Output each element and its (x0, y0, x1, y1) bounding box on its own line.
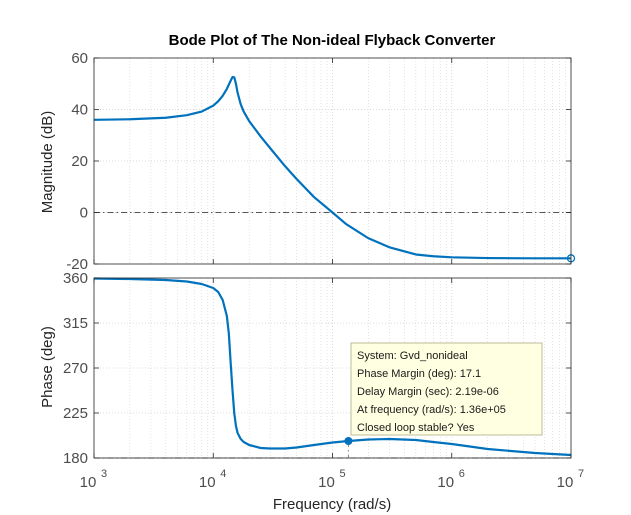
phase-ytick-label: 180 (63, 450, 88, 467)
phase-curve[interactable] (93, 277, 572, 457)
xtick-exponent: 4 (220, 468, 226, 480)
magnitude-yticks: 60 40 20 0 -20 (66, 50, 571, 273)
magnitude-ytick-label: 40 (71, 102, 88, 119)
magnitude-curve[interactable] (93, 75, 571, 260)
xtick-exponent: 6 (459, 468, 465, 480)
phase-ytick-label: 360 (63, 270, 88, 287)
datatip-line: Delay Margin (sec): 2.19e-06 (357, 386, 499, 398)
phase-ytick-label: 225 (63, 405, 88, 422)
phase-ytick-label: 315 (63, 315, 88, 332)
xtick-label: 10 (318, 474, 335, 491)
magnitude-grid (93, 57, 572, 265)
xtick-label: 10 (199, 474, 216, 491)
magnitude-ytick-label: 0 (80, 205, 88, 222)
datatip-line: Closed loop stable? Yes (357, 422, 475, 434)
xtick-label: 10 (80, 474, 97, 491)
datatip-box (350, 342, 543, 436)
phase-ylabel: Phase (deg) (39, 326, 56, 408)
magnitude-ylabel: Magnitude (dB) (39, 111, 56, 214)
xtick-exponent: 7 (578, 468, 584, 480)
magnitude-axes[interactable]: 60 40 20 0 -20 Magnitude (dB) (39, 50, 576, 273)
x-ticks: 10 3 10 4 10 5 10 6 10 7 (80, 58, 584, 491)
magnitude-ytick-label: 20 (71, 153, 88, 170)
xtick-exponent: 5 (339, 468, 345, 480)
margin-datatip[interactable]: System: Gvd_nonideal Phase Margin (deg):… (350, 342, 543, 436)
xtick-exponent: 3 (101, 468, 107, 480)
magnitude-ytick-label: 60 (71, 50, 88, 67)
xtick-label: 10 (557, 474, 574, 491)
magnitude-ytick-label: -20 (66, 256, 88, 273)
datatip-line: Phase Margin (deg): 17.1 (357, 368, 481, 380)
xtick-label: 10 (437, 474, 454, 491)
phase-ytick-label: 270 (63, 360, 88, 377)
x-axis-label: Frequency (rad/s) (273, 496, 391, 513)
datatip-line: At frequency (rad/s): 1.36e+05 (357, 404, 506, 416)
phase-yticks: 360 315 270 225 180 (63, 270, 571, 467)
phase-margin-marker[interactable] (344, 437, 353, 445)
datatip-line: System: Gvd_nonideal (357, 350, 468, 362)
chart-title: Bode Plot of The Non-ideal Flyback Conve… (169, 32, 496, 49)
